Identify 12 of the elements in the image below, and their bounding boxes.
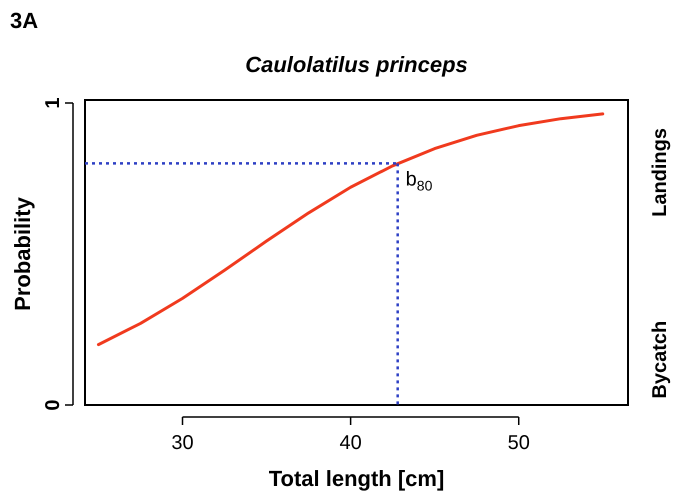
x-tick-label: 30 [171, 432, 194, 454]
text: Bycatch [649, 320, 671, 399]
annotation: b$_{80}$ [406, 168, 433, 194]
x-tick-label: 40 [339, 432, 362, 454]
y-tick-label: 0 [42, 399, 64, 411]
text: 3A [10, 8, 38, 33]
y-axis-title: Probability [10, 196, 35, 311]
x-tick-label: 50 [508, 432, 530, 454]
x-axis-title: Total length [cm] [268, 466, 444, 491]
chart-title: Caulolatilus princeps [245, 52, 468, 77]
y-tick-label: 1 [42, 97, 64, 109]
text: Landings [649, 128, 671, 217]
